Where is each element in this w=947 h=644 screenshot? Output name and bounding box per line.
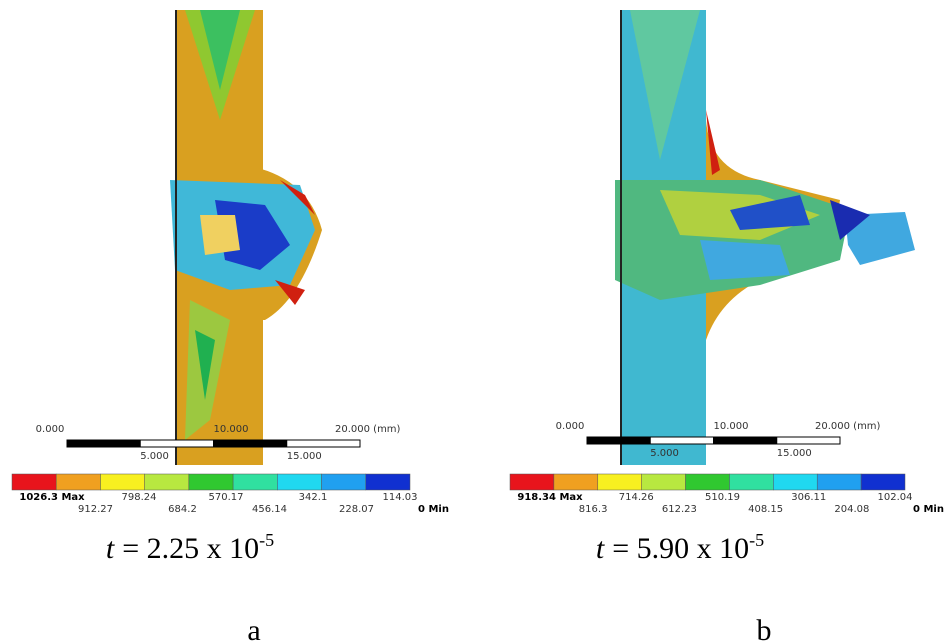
legend-label: 684.2 — [168, 504, 197, 515]
colorbar-swatch — [145, 474, 189, 490]
legend-label: 342.1 — [299, 492, 328, 503]
legend-label: 798.24 — [122, 492, 157, 503]
legend-label: 228.07 — [339, 504, 374, 515]
scale-label: 15.000 — [777, 448, 812, 459]
colorbar-swatch — [642, 474, 686, 490]
legend-label: 204.08 — [834, 504, 869, 515]
scale-segment — [67, 440, 140, 447]
legend-label: 816.3 — [579, 504, 608, 515]
scale-label: 20.000 (mm) — [335, 424, 401, 435]
legend-label: 0 Min — [913, 504, 944, 515]
time-exponent: -5 — [749, 530, 764, 550]
colorbar-swatch — [729, 474, 773, 490]
time-value: = 2.25 x 10 — [122, 532, 259, 565]
scale-label: 5.000 — [140, 451, 169, 462]
figure: 0.000 5.000 10.000 15.000 20.000 (mm) 1026.3 … — [0, 0, 947, 644]
legend-label: 0 Min — [418, 504, 449, 515]
scale-label: 0.000 — [36, 424, 65, 435]
legend-label: 612.23 — [662, 504, 697, 515]
legend-label: 912.27 — [78, 504, 113, 515]
legend-label: 714.26 — [619, 492, 654, 503]
legend-label: 408.15 — [748, 504, 783, 515]
time-symbol: t — [596, 532, 605, 565]
scale-label: 20.000 (mm) — [815, 421, 881, 432]
colorbar-swatch — [861, 474, 905, 490]
scale-segment — [650, 437, 713, 444]
time-label: t= 2.25 x 10-5 — [106, 530, 274, 565]
legend-label: 114.03 — [383, 492, 418, 503]
time-value: = 5.90 x 10 — [612, 532, 749, 565]
colorbar-swatch — [12, 474, 56, 490]
colorbar-swatch — [554, 474, 598, 490]
colorbar-swatch — [686, 474, 730, 490]
colorbar-swatch — [598, 474, 642, 490]
simulation-a — [170, 10, 322, 465]
page: 0.000 5.000 10.000 15.000 20.000 (mm) 1026.3 … — [0, 0, 947, 644]
colorbar-swatch — [56, 474, 100, 490]
scale-segment — [587, 437, 650, 444]
colorbar-swatch — [366, 474, 410, 490]
colorbar-swatch — [100, 474, 144, 490]
colorbar-swatch — [773, 474, 817, 490]
scale-segment — [777, 437, 840, 444]
panel-caption: a — [247, 614, 260, 644]
time-exponent: -5 — [259, 530, 274, 550]
scale-label: 10.000 — [214, 424, 249, 435]
legend-label: 102.04 — [878, 492, 913, 503]
simulation-b — [615, 10, 915, 465]
legend-label: 570.17 — [209, 492, 244, 503]
colorbar-swatch — [510, 474, 554, 490]
scale-segment — [287, 440, 360, 447]
scale-label: 10.000 — [714, 421, 749, 432]
scale-label: 5.000 — [650, 448, 679, 459]
colorbar-swatch — [189, 474, 233, 490]
legend-label: 456.14 — [252, 504, 287, 515]
time-label: t= 5.90 x 10-5 — [596, 530, 764, 565]
legend-label: 918.34 Max — [517, 492, 583, 503]
colorbar-swatch — [277, 474, 321, 490]
legend-label: 306.11 — [791, 492, 826, 503]
scale-label: 0.000 — [556, 421, 585, 432]
scale-segment — [140, 440, 213, 447]
colorbar-swatch — [322, 474, 366, 490]
colorbar-swatch — [233, 474, 277, 490]
legend-label: 1026.3 Max — [19, 492, 85, 503]
scale-segment — [214, 440, 287, 447]
time-symbol: t — [106, 532, 115, 565]
colorbar-swatch — [817, 474, 861, 490]
scale-segment — [714, 437, 777, 444]
panel-caption: b — [757, 614, 772, 644]
scale-label: 15.000 — [287, 451, 322, 462]
legend-label: 510.19 — [705, 492, 740, 503]
